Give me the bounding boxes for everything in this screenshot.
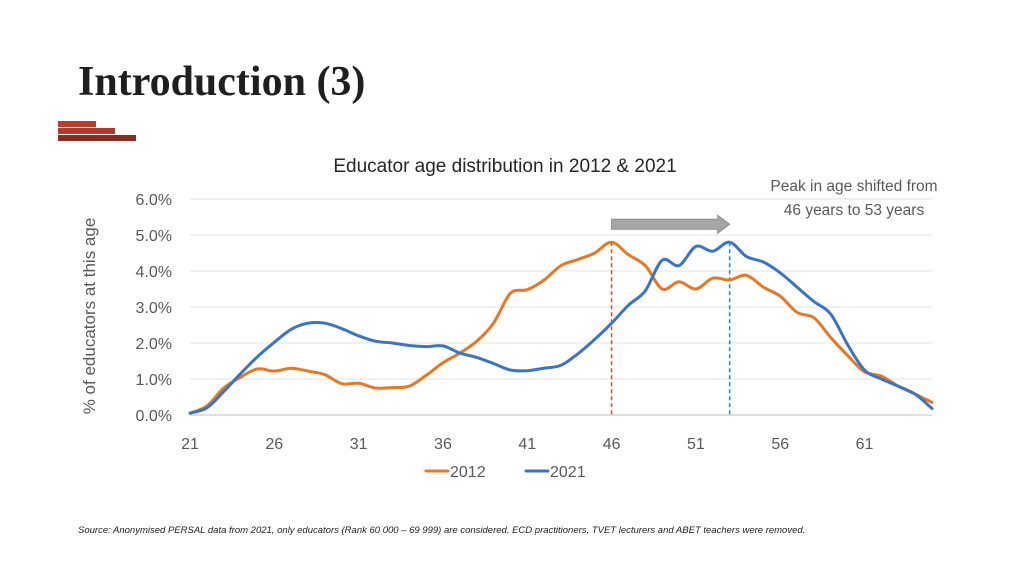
- x-tick-label: 31: [350, 436, 368, 453]
- chart-title: Educator age distribution in 2012 & 2021: [333, 156, 676, 177]
- x-tick-label: 56: [771, 436, 789, 453]
- x-tick-label: 46: [603, 436, 621, 453]
- slide-title: Introduction (3): [78, 59, 366, 105]
- legend-label-2012: 2012: [450, 464, 486, 481]
- series-line-2012: [188, 240, 934, 415]
- y-tick-label: 1.0%: [136, 372, 172, 389]
- x-tick-label: 61: [856, 436, 874, 453]
- series-line-2021: [188, 240, 934, 415]
- y-tick-label: 5.0%: [136, 228, 172, 245]
- y-tick-label: 4.0%: [136, 264, 172, 281]
- y-tick-label: 6.0%: [136, 192, 172, 209]
- peak-annotation: Peak in age shifted from 46 years to 53 …: [770, 178, 938, 219]
- x-tick-label: 36: [434, 436, 452, 453]
- x-tick-label: 41: [518, 436, 536, 453]
- y-tick-label: 0.0%: [136, 408, 172, 425]
- x-tick-label: 51: [687, 436, 705, 453]
- shift-arrow: [611, 214, 731, 235]
- y-tick-label: 3.0%: [136, 300, 172, 317]
- legend-label-2021: 2021: [550, 464, 586, 481]
- decorative-bar-3: [58, 135, 136, 141]
- x-tick-label: 26: [265, 436, 283, 453]
- x-tick-label: 21: [181, 436, 199, 453]
- source-note: Source: Anonymised PERSAL data from 2021…: [78, 525, 806, 536]
- decorative-bar-2: [58, 128, 115, 134]
- decorative-bar-1: [58, 121, 96, 127]
- y-axis-label: % of educators at this age: [80, 218, 99, 415]
- y-tick-label: 2.0%: [136, 336, 172, 353]
